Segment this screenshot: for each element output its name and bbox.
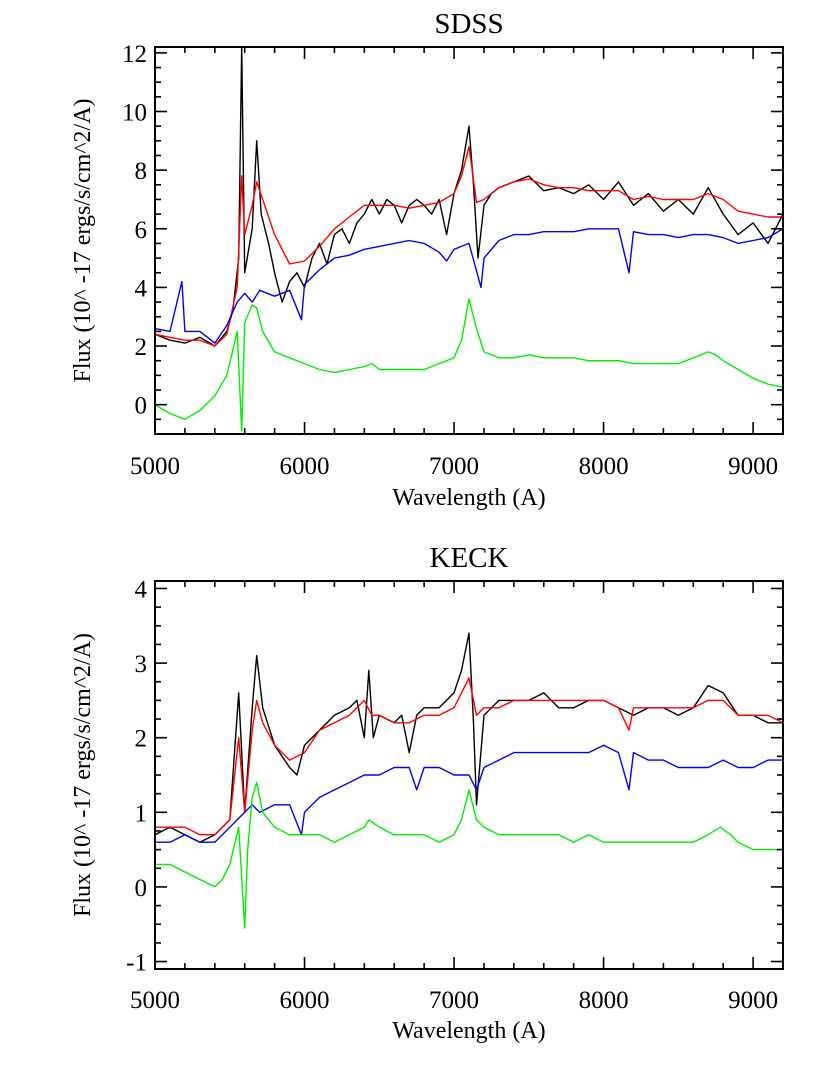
y-tick-label: 12 [122,41,147,68]
y-tick-label: 0 [135,393,148,420]
series-line-1 [155,677,783,836]
x-tick-label: 5000 [130,987,180,1014]
y-tick-label: 6 [135,217,148,244]
x-axis-label: Wavelength (A) [392,485,545,511]
x-axis-label: Wavelength (A) [392,1018,545,1044]
y-tick-label: 4 [135,275,148,302]
x-tick-label: 5000 [130,453,180,480]
keck-panel: KECK 5000 6000 7000 8000 9000 -1 0 1 2 3 4 Wavelengt… [70,542,784,1044]
y-tick-label: 2 [135,726,148,753]
x-tick-label: 7000 [429,987,479,1014]
y-tick-label: 2 [135,334,148,361]
series-line-2 [155,744,783,843]
y-axis-label: Flux (10^ -17 ergs/s/cm^2/A) [70,633,96,917]
x-tick-label: 7000 [429,453,479,480]
series-line-2 [155,228,783,344]
series-line-0 [155,632,783,843]
y-axis-label: Flux (10^ -17 ergs/s/cm^2/A) [70,98,96,382]
chart-title: KECK [430,542,509,574]
x-tick-label: 8000 [579,453,629,480]
x-tick-label: 9000 [728,987,778,1014]
series-line-1 [155,146,783,347]
y-tick-label: -1 [126,950,147,977]
y-tick-label: 3 [135,651,148,678]
y-tick-label: 10 [122,100,147,127]
plot-frame [154,46,784,435]
y-tick-label: 8 [135,158,148,185]
y-tick-label: 0 [135,875,148,902]
x-tick-label: 9000 [728,453,778,480]
y-tick-label: 4 [135,576,148,603]
series-line-3 [155,781,783,929]
chart-title: SDSS [434,8,503,40]
x-tick-label: 6000 [280,453,330,480]
x-tick-label: 8000 [579,987,629,1014]
series-line-0 [155,47,783,347]
sdss-panel: SDSS 5000 6000 7000 8000 9000 0 2 4 6 8 10 12 Wavelen… [70,8,784,511]
x-tick-label: 6000 [280,987,330,1014]
series-line-3 [155,298,783,432]
y-tick-label: 1 [135,800,148,827]
